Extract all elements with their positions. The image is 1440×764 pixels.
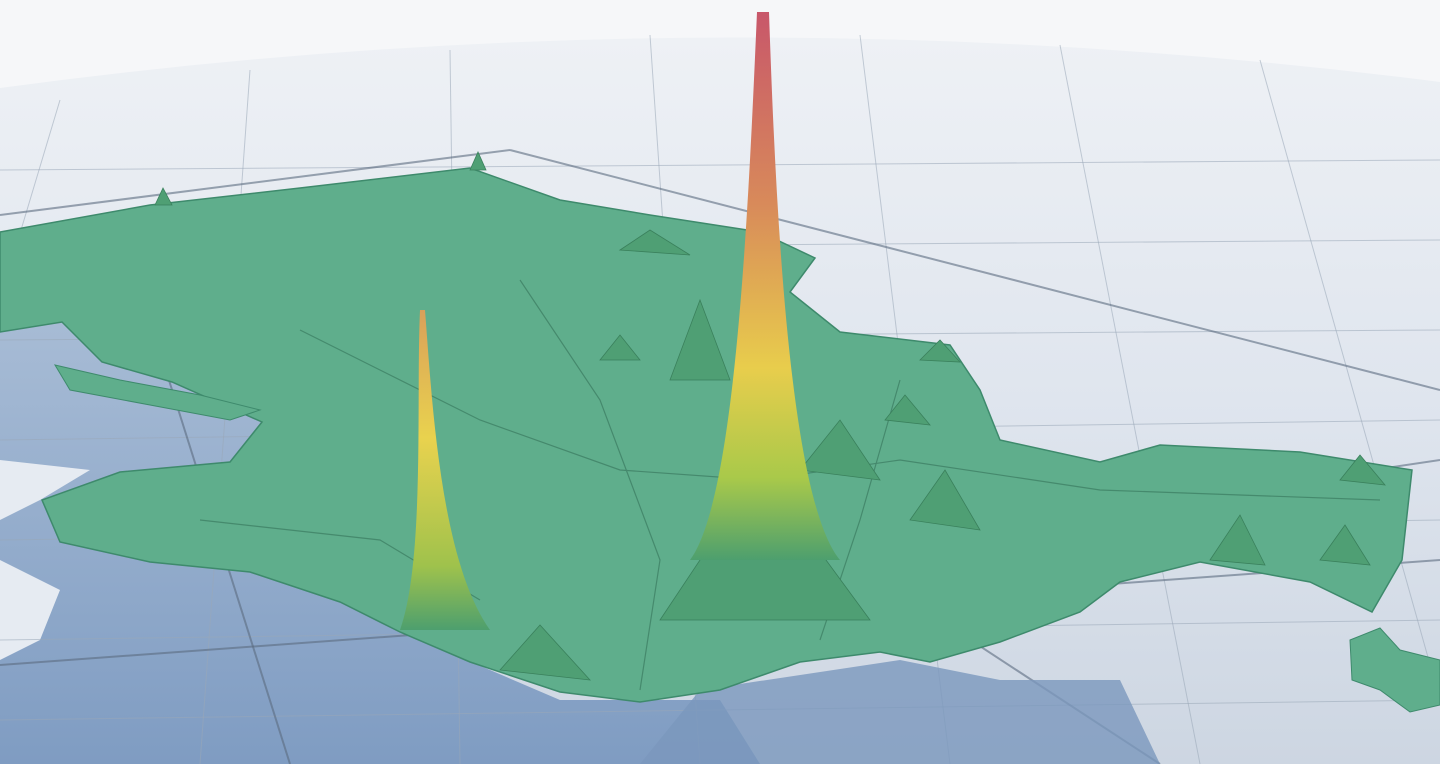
peak bbox=[690, 12, 840, 560]
island bbox=[1349, 627, 1440, 713]
shadow bbox=[640, 660, 1160, 764]
peak bbox=[400, 310, 490, 630]
sea bbox=[0, 300, 760, 764]
island bbox=[53, 364, 262, 421]
landmass bbox=[0, 167, 1413, 703]
coast-land bbox=[0, 460, 90, 660]
